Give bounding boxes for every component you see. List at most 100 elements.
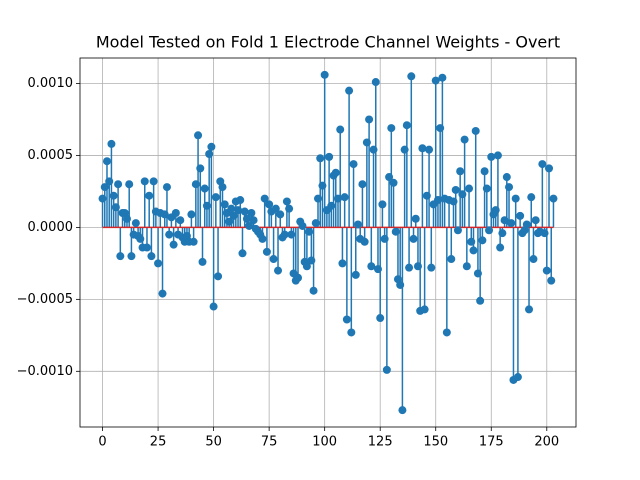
stem-marker bbox=[202, 201, 211, 210]
stem-marker bbox=[311, 219, 320, 228]
stem-marker bbox=[236, 196, 245, 205]
stem-marker bbox=[154, 259, 163, 268]
stem-marker bbox=[456, 167, 465, 176]
stem-marker bbox=[260, 194, 269, 203]
stem-marker bbox=[122, 214, 131, 223]
stem-marker bbox=[347, 328, 356, 337]
stem-marker bbox=[531, 216, 540, 225]
stem-marker bbox=[458, 190, 467, 199]
stem-marker bbox=[98, 194, 107, 203]
stem-marker bbox=[407, 72, 416, 81]
stem-marker bbox=[422, 191, 431, 200]
stem-marker bbox=[249, 216, 258, 225]
stem-marker bbox=[391, 227, 400, 236]
stem-marker bbox=[285, 204, 294, 213]
stem-marker bbox=[516, 211, 525, 220]
stem-marker bbox=[376, 314, 385, 323]
stem-marker bbox=[276, 210, 285, 219]
stem-marker bbox=[513, 373, 522, 382]
plot-frame bbox=[79, 57, 577, 428]
stem-marker bbox=[198, 257, 207, 266]
stem-marker bbox=[107, 139, 116, 148]
stem-marker bbox=[307, 256, 316, 265]
stem-marker bbox=[542, 266, 551, 275]
stem-marker bbox=[491, 206, 500, 215]
stem-marker bbox=[125, 180, 134, 189]
stem-marker bbox=[165, 230, 174, 239]
stem-marker bbox=[525, 305, 534, 314]
stem-marker bbox=[462, 262, 471, 271]
stem-marker bbox=[373, 265, 382, 274]
stem-marker bbox=[145, 191, 154, 200]
stem-marker bbox=[547, 276, 556, 285]
stem-marker bbox=[109, 191, 118, 200]
stem-marker bbox=[427, 263, 436, 272]
stem-marker bbox=[280, 230, 289, 239]
stem-marker bbox=[227, 204, 236, 213]
stem-marker bbox=[338, 259, 347, 268]
stem-marker bbox=[371, 78, 380, 87]
stem-marker bbox=[487, 152, 496, 161]
stem-marker bbox=[265, 200, 274, 209]
stem-marker bbox=[545, 164, 554, 173]
stem-marker bbox=[500, 216, 509, 225]
stem-marker bbox=[380, 234, 389, 243]
stem-marker bbox=[402, 121, 411, 130]
stem-marker bbox=[162, 183, 171, 192]
stem-marker bbox=[102, 157, 111, 166]
stem-marker bbox=[191, 180, 200, 189]
stem-marker bbox=[353, 220, 362, 229]
stem-marker bbox=[147, 252, 156, 261]
stem-marker bbox=[396, 280, 405, 289]
stem-marker bbox=[207, 142, 216, 151]
stem-marker bbox=[367, 262, 376, 271]
x-tick-label: 0 bbox=[98, 435, 106, 450]
stem-marker bbox=[451, 185, 460, 194]
stem-marker bbox=[158, 289, 167, 298]
stem-marker bbox=[538, 160, 547, 169]
stem-marker bbox=[176, 216, 185, 225]
stem-marker bbox=[449, 197, 458, 206]
stem-marker bbox=[358, 180, 367, 189]
stem-marker bbox=[425, 145, 434, 154]
stem-marker bbox=[527, 193, 536, 202]
stem-marker bbox=[476, 296, 485, 305]
stem-marker bbox=[240, 207, 249, 216]
stem-marker bbox=[100, 183, 109, 192]
stem-marker bbox=[196, 164, 205, 173]
stem-marker bbox=[282, 197, 291, 206]
x-tick-label: 125 bbox=[368, 435, 393, 450]
stem-marker bbox=[465, 184, 474, 193]
stem-marker bbox=[140, 177, 149, 186]
stem-marker bbox=[294, 273, 303, 282]
x-tick-label: 200 bbox=[534, 435, 559, 450]
y-tick-label: 0.0000 bbox=[28, 220, 74, 235]
stem-marker bbox=[498, 229, 507, 238]
stem-marker bbox=[274, 266, 283, 275]
stem-marker bbox=[325, 152, 334, 161]
stem-marker bbox=[247, 208, 256, 217]
stem-marker bbox=[385, 173, 394, 182]
stem-marker bbox=[111, 203, 120, 212]
stem-marker bbox=[351, 270, 360, 279]
stem-marker bbox=[387, 124, 396, 133]
stem-marker bbox=[418, 144, 427, 153]
stem-marker bbox=[105, 177, 114, 186]
x-tick-label: 100 bbox=[312, 435, 337, 450]
y-tick-label: 0.0005 bbox=[28, 148, 74, 163]
stem-marker bbox=[360, 237, 369, 246]
stem-marker bbox=[420, 305, 429, 314]
y-tick-label: 0.0010 bbox=[28, 76, 74, 91]
stem-marker bbox=[234, 206, 243, 215]
stem-marker bbox=[160, 210, 169, 219]
stem-marker bbox=[447, 255, 456, 264]
stem-marker bbox=[342, 315, 351, 324]
stem-marker bbox=[287, 230, 296, 239]
stem-marker bbox=[529, 255, 538, 264]
stem-marker bbox=[405, 263, 414, 272]
stem-marker bbox=[298, 221, 307, 230]
stem-marker bbox=[245, 221, 254, 230]
stem-marker bbox=[218, 183, 227, 192]
stem-marker bbox=[171, 208, 180, 217]
